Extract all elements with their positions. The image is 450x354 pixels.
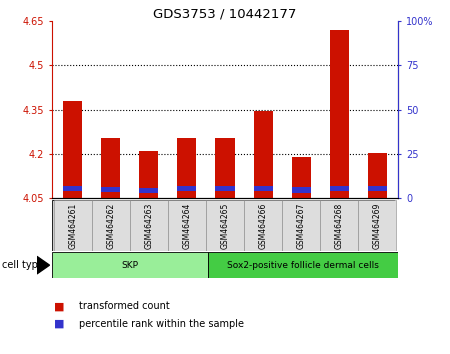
Bar (368, 153, 387, 198)
Text: cell type: cell type (2, 260, 44, 270)
Bar (140, 188, 158, 193)
Bar (206, 200, 244, 251)
Bar (52, 252, 208, 278)
Bar (244, 200, 282, 251)
Bar (177, 138, 197, 198)
Bar (253, 186, 273, 192)
Bar (216, 138, 234, 198)
Text: GSM464264: GSM464264 (182, 202, 191, 249)
Bar (292, 187, 310, 193)
Bar (177, 185, 197, 191)
Text: ■: ■ (54, 301, 64, 311)
Bar (216, 186, 234, 192)
Text: GSM464267: GSM464267 (297, 202, 306, 249)
Bar (63, 185, 82, 191)
Bar (101, 187, 120, 192)
Text: GSM464268: GSM464268 (335, 202, 344, 249)
Text: GSM464266: GSM464266 (259, 202, 268, 249)
Bar (282, 200, 320, 251)
Bar (208, 252, 398, 278)
Text: GSM464262: GSM464262 (106, 202, 115, 249)
Polygon shape (37, 256, 50, 274)
Bar (168, 200, 206, 251)
Bar (292, 157, 310, 198)
Text: GSM464263: GSM464263 (144, 202, 153, 249)
Bar (92, 200, 130, 251)
Text: GSM464269: GSM464269 (373, 202, 382, 249)
Bar (63, 101, 82, 198)
Bar (358, 200, 396, 251)
Bar (320, 200, 358, 251)
Text: GSM464265: GSM464265 (220, 202, 230, 249)
Bar (130, 200, 168, 251)
Text: Sox2-positive follicle dermal cells: Sox2-positive follicle dermal cells (227, 261, 379, 270)
Bar (101, 138, 120, 198)
Text: GSM464261: GSM464261 (68, 202, 77, 249)
Text: percentile rank within the sample: percentile rank within the sample (79, 319, 244, 329)
Title: GDS3753 / 10442177: GDS3753 / 10442177 (153, 7, 297, 20)
Bar (330, 30, 349, 198)
Bar (54, 200, 92, 251)
Text: transformed count: transformed count (79, 301, 170, 311)
Bar (330, 185, 349, 191)
Bar (253, 111, 273, 198)
Bar (140, 151, 158, 198)
Bar (368, 186, 387, 192)
Text: SKP: SKP (122, 261, 138, 270)
Text: ■: ■ (54, 319, 64, 329)
